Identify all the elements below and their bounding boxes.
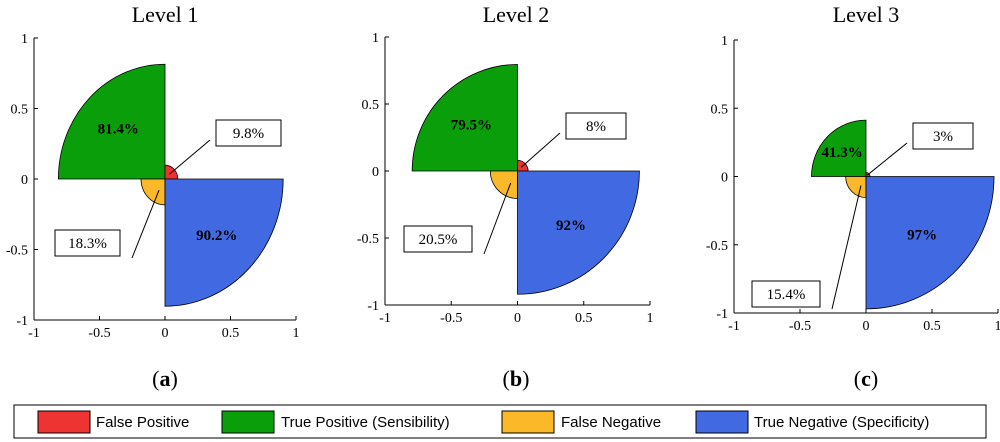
legend-swatch-true-positive — [221, 410, 275, 434]
charts-group: -1 -0.5 0 0.5 1 1 0.5 0 -0.5 -1 81.4% 90.2% 9.8% 18.3… — [6, 2, 1000, 391]
true-positive-label: 41.3% — [821, 145, 862, 161]
y-tick-label: 0.5 — [711, 102, 729, 117]
chart-panel-3: -1 -0.5 0 0.5 1 1 0.5 0 -0.5 -1 41.3% 97% 3% 15.4% Lev… — [706, 2, 1000, 391]
x-tick-label: 0 — [162, 326, 169, 341]
legend: False Positive True Positive (Sensibility… — [13, 404, 987, 439]
x-tick-label: -1 — [379, 311, 391, 326]
false-negative-label: 20.5% — [419, 232, 458, 248]
y-tick-label: 0.5 — [362, 98, 380, 113]
legend-label-false-negative: False Negative — [561, 414, 661, 431]
y-tick-label: -0.5 — [357, 232, 379, 247]
true-negative-wedge — [517, 170, 640, 295]
y-tick-label: 0.5 — [11, 103, 29, 118]
legend-label-true-positive: True Positive (Sensibility) — [281, 414, 450, 431]
panel-caption: (b) — [503, 366, 530, 391]
false-negative-box — [751, 280, 821, 308]
true-positive-label: 81.4% — [98, 122, 139, 138]
legend-frame — [13, 404, 987, 439]
false-positive-leader — [867, 142, 908, 176]
y-tick-label: 0 — [721, 171, 728, 186]
x-tick-label: -1 — [728, 319, 740, 334]
x-tick-label: 1 — [293, 326, 300, 341]
legend-label-false-positive: False Positive — [96, 414, 189, 431]
false-positive-leader — [169, 139, 211, 175]
panel-caption: (c) — [854, 366, 878, 391]
x-tick-label: -0.5 — [88, 326, 110, 341]
chart-panel-1: -1 -0.5 0 0.5 1 1 0.5 0 -0.5 -1 81.4% 90.2% 9.8% 18.3… — [6, 2, 300, 391]
false-positive-box — [215, 119, 282, 147]
legend-swatch-false-positive — [37, 410, 91, 434]
y-tick-label: -0.5 — [6, 244, 28, 259]
x-tick-label: 1 — [647, 311, 654, 326]
x-tick-label: -0.5 — [440, 311, 462, 326]
true-negative-wedge — [164, 178, 284, 307]
false-negative-leader — [831, 185, 862, 310]
x-tick-label: 0.5 — [923, 319, 941, 334]
x-tick-label: 0.5 — [575, 311, 593, 326]
false-negative-box — [54, 229, 121, 257]
y-tick-label: 0 — [372, 165, 379, 180]
true-negative-wedge — [865, 176, 995, 310]
true-positive-wedge — [411, 64, 518, 172]
panel-caption: (a) — [152, 366, 178, 391]
true-negative-label: 92% — [556, 218, 586, 234]
false-positive-label: 8% — [586, 119, 606, 135]
true-negative-label: 90.2% — [196, 228, 237, 244]
false-negative-leader — [483, 182, 512, 255]
chart-panel-2: -1 -0.5 0 0.5 1 1 0.5 0 -0.5 -1 79.5% 92% 8% 20.5% Lev… — [357, 2, 654, 391]
x-tick-label: 1 — [995, 319, 1000, 334]
chart-title: Level 2 — [483, 2, 550, 27]
legend-label-true-negative: True Negative (Specificity) — [754, 414, 929, 431]
x-tick-label: -0.5 — [789, 319, 811, 334]
false-negative-wedge — [140, 178, 166, 206]
true-positive-wedge — [57, 63, 166, 180]
true-positive-wedge — [811, 119, 867, 177]
false-positive-leader — [520, 132, 561, 168]
false-positive-label: 3% — [933, 129, 953, 145]
x-tick-label: -1 — [28, 326, 40, 341]
y-tick-label: 0 — [21, 173, 28, 188]
legend-swatch-false-negative — [501, 410, 555, 434]
false-positive-label: 9.8% — [233, 126, 264, 142]
y-tick-label: -1 — [367, 299, 379, 314]
false-negative-wedge — [489, 170, 518, 199]
y-tick-label: 1 — [721, 34, 728, 49]
chart-title: Level 3 — [833, 2, 900, 27]
false-positive-box — [565, 112, 627, 140]
x-tick-label: 0.5 — [222, 326, 240, 341]
x-tick-label: 0 — [514, 311, 521, 326]
false-positive-box — [912, 122, 974, 150]
false-negative-box — [403, 225, 473, 253]
y-tick-label: -1 — [16, 314, 28, 329]
false-negative-label: 18.3% — [68, 236, 107, 252]
x-tick-label: 0 — [863, 319, 870, 334]
y-tick-label: 1 — [21, 32, 28, 47]
y-tick-label: -1 — [716, 307, 728, 322]
y-tick-label: -0.5 — [706, 239, 728, 254]
legend-swatch-true-negative — [695, 410, 749, 434]
true-negative-label: 97% — [907, 228, 937, 244]
true-positive-label: 79.5% — [451, 117, 492, 133]
false-negative-wedge — [845, 176, 867, 198]
chart-title: Level 1 — [132, 2, 199, 27]
false-negative-label: 15.4% — [767, 287, 806, 303]
false-negative-leader — [131, 189, 160, 259]
y-tick-label: 1 — [372, 31, 379, 46]
